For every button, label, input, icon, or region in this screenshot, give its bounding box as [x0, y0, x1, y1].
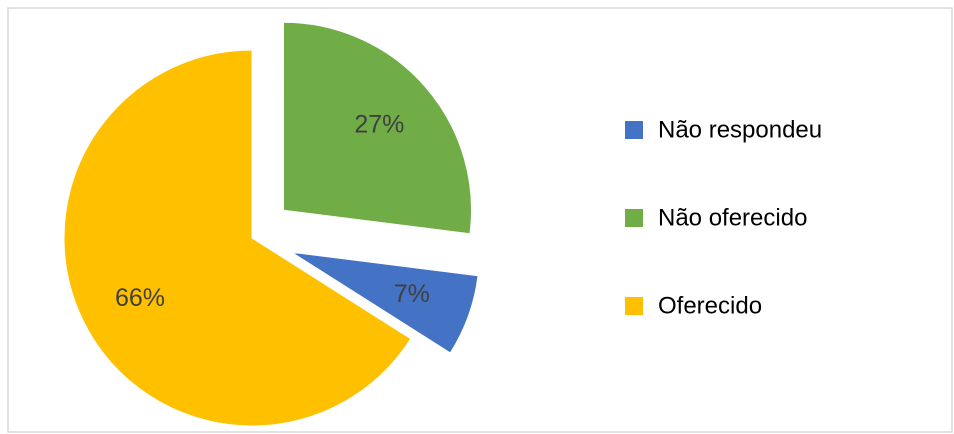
legend-label: Não oferecido	[658, 204, 807, 231]
data-label: 7%	[394, 280, 430, 308]
data-label: 27%	[354, 110, 404, 138]
legend-swatch	[625, 209, 643, 227]
legend-swatch	[625, 297, 643, 315]
legend-label: Não respondeu	[658, 116, 822, 143]
pie-slice	[291, 251, 479, 354]
data-label: 66%	[115, 284, 165, 312]
legend-swatch	[625, 121, 643, 139]
legend-label: Oferecido	[658, 292, 762, 319]
pie-slice	[63, 49, 412, 427]
pie-slice	[283, 21, 473, 235]
